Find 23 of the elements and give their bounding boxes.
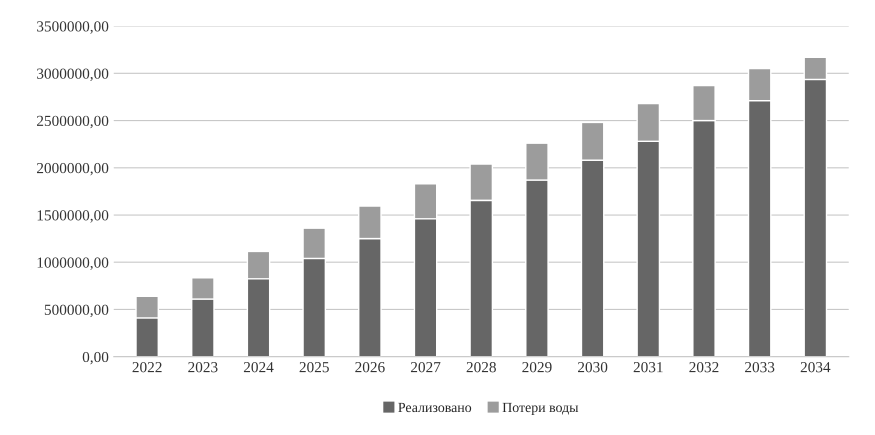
x-tick-label: 2025 (300, 362, 329, 372)
x-tick-label: 2032 (689, 362, 718, 372)
x-tick-label: 2023 (188, 362, 218, 372)
y-tick-label: 500000,00 (44, 304, 108, 318)
x-tick-label: 2026 (355, 362, 385, 372)
y-tick-label: 1000000,00 (38, 257, 108, 270)
x-tick-label: 2034 (800, 362, 830, 372)
y-tick-label: 3000000,00 (37, 68, 108, 81)
x-tick-label: 2031 (634, 362, 663, 372)
y-tick-label: 1500000,00 (38, 210, 108, 223)
legend-label: Реализовано (398, 402, 472, 412)
legend-label: Потери воды (502, 402, 578, 415)
x-tick-label: 2030 (578, 362, 608, 372)
y-tick-label: 3500000,00 (37, 21, 108, 34)
x-tick-label: 2033 (745, 362, 774, 372)
x-tick-label: 2024 (244, 362, 274, 372)
x-tick-label: 2022 (132, 362, 162, 372)
y-tick-label: 0,00 (82, 352, 108, 364)
x-tick-label: 2028 (466, 362, 496, 372)
x-tick-label: 2029 (522, 362, 552, 372)
y-tick-label: 2500000,00 (36, 116, 108, 128)
y-tick-label: 2000000,00 (36, 162, 108, 176)
x-tick-label: 2027 (410, 362, 440, 372)
